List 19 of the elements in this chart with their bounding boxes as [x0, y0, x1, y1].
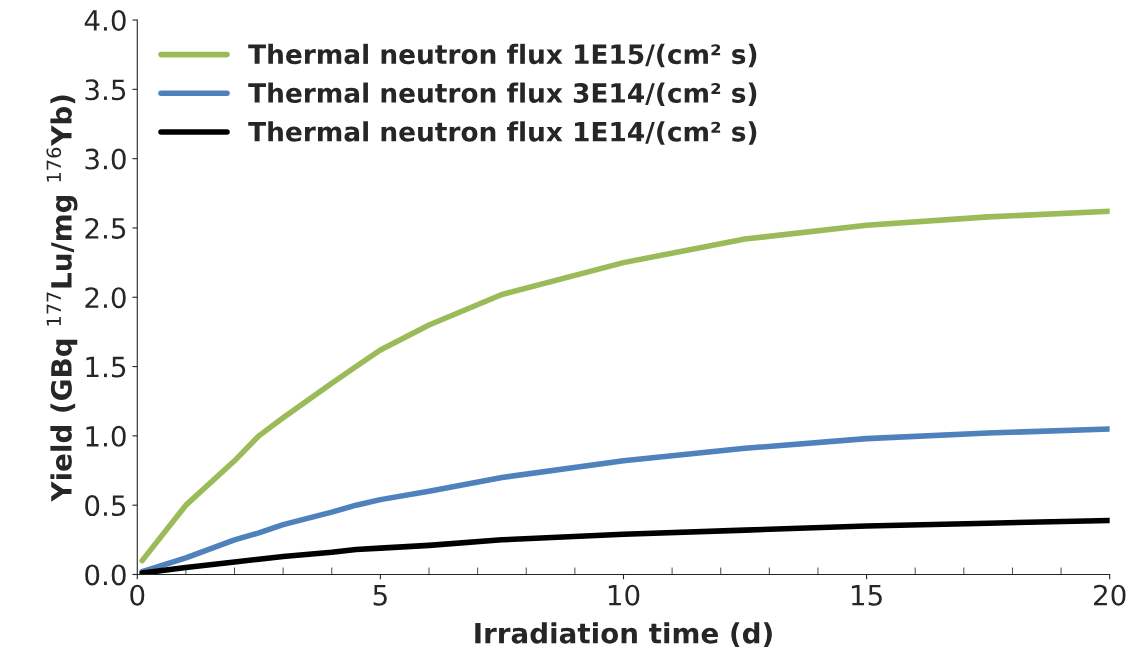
x-tick-label: 20 — [1094, 584, 1126, 606]
y-tick-label: 2.0 — [85, 287, 126, 309]
x-axis-title: Irradiation time (d) — [475, 622, 772, 647]
y-tick-label: 4.0 — [84, 9, 126, 31]
x-tick-label: 5 — [373, 585, 387, 606]
x-tick-label: 0 — [130, 584, 145, 606]
y-tick-label: 2.5 — [85, 217, 126, 239]
legend-label: Thermal neutron flux 1E14/(cm² s) — [248, 121, 757, 145]
legend-label: Thermal neutron flux 3E14/(cm² s) — [248, 82, 757, 107]
y-tick-label: 3.5 — [85, 79, 126, 101]
y-axis-title: Yield (GBq $^{177}$Lu/mg $^{176}$Yb) — [46, 95, 78, 502]
y-tick-label: 0.5 — [85, 495, 126, 517]
y-tick-label: 1.5 — [86, 356, 126, 378]
y-tick-label: 3.0 — [85, 148, 126, 170]
x-tick-label: 10 — [608, 584, 640, 606]
x-tick-label: 15 — [851, 585, 882, 606]
legend-label: Thermal neutron flux 1E15/(cm² s) — [248, 43, 757, 68]
y-tick-label: 0.0 — [85, 564, 126, 586]
y-tick-label: 1.0 — [86, 425, 126, 447]
